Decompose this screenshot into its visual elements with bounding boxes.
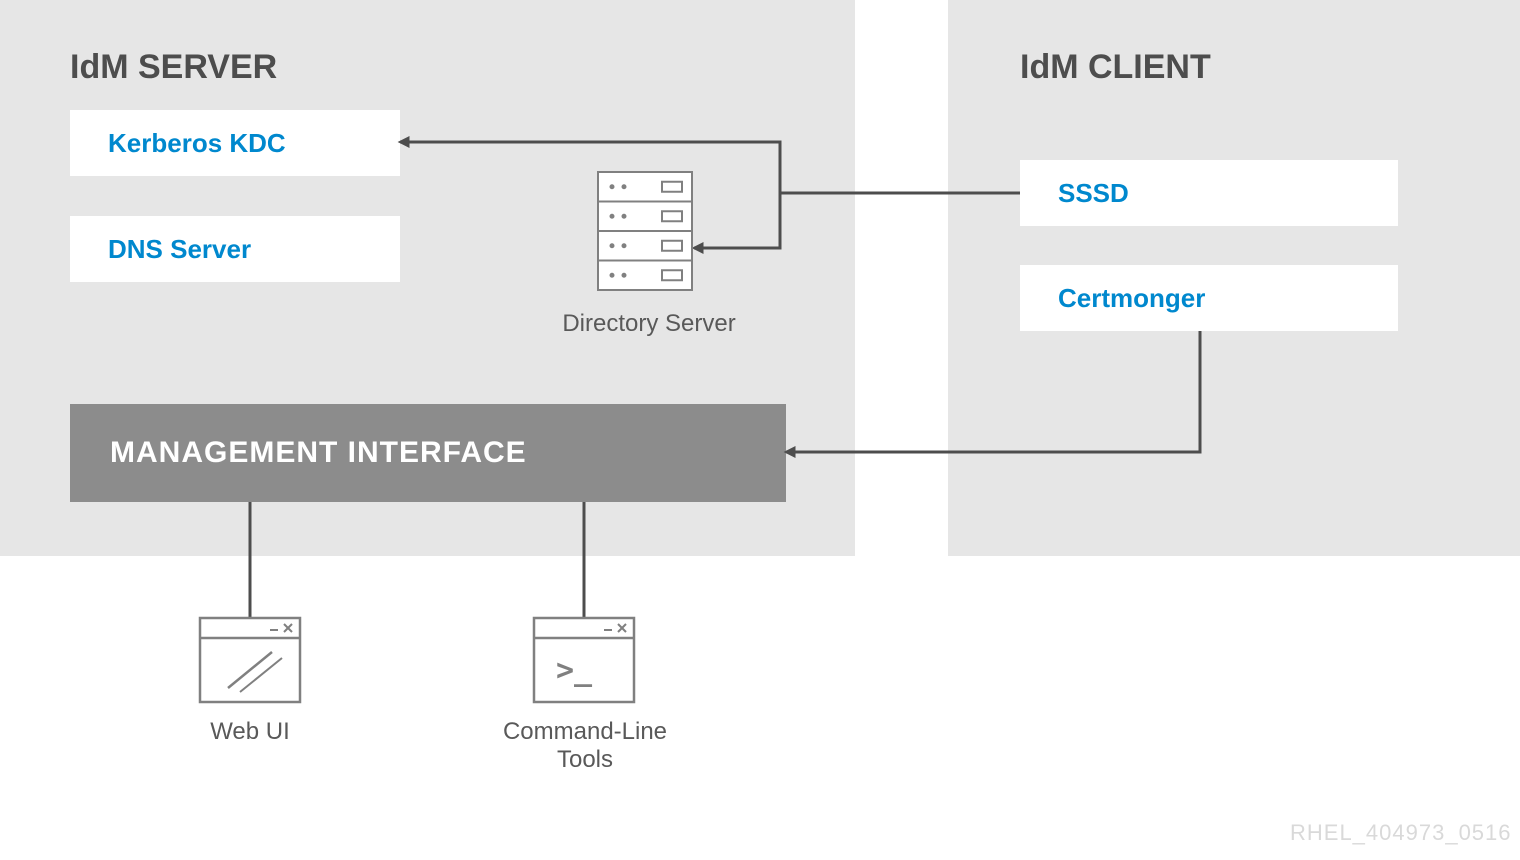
terminal-icon: >_	[534, 618, 634, 702]
node-certmonger-label: Certmonger	[1058, 283, 1205, 314]
management-interface-bar: MANAGEMENT INTERFACE	[70, 404, 786, 502]
node-sssd: SSSD	[1020, 160, 1398, 226]
client-panel-title: IdM CLIENT	[1020, 48, 1211, 87]
node-sssd-label: SSSD	[1058, 178, 1129, 209]
directory-server-label: Directory Server	[554, 310, 744, 338]
node-kerberos: Kerberos KDC	[70, 110, 400, 176]
management-interface-label: MANAGEMENT INTERFACE	[110, 436, 527, 470]
cli-label: Command-LineTools	[490, 718, 680, 774]
web-ui-icon	[200, 618, 300, 702]
server-panel-title: IdM SERVER	[70, 48, 277, 87]
node-certmonger: Certmonger	[1020, 265, 1398, 331]
node-dns: DNS Server	[70, 216, 400, 282]
svg-text:>_: >_	[556, 653, 593, 688]
node-kerberos-label: Kerberos KDC	[108, 128, 286, 159]
webui-label: Web UI	[180, 718, 320, 746]
node-dns-label: DNS Server	[108, 234, 251, 265]
footer-id: RHEL_404973_0516	[1290, 820, 1512, 846]
